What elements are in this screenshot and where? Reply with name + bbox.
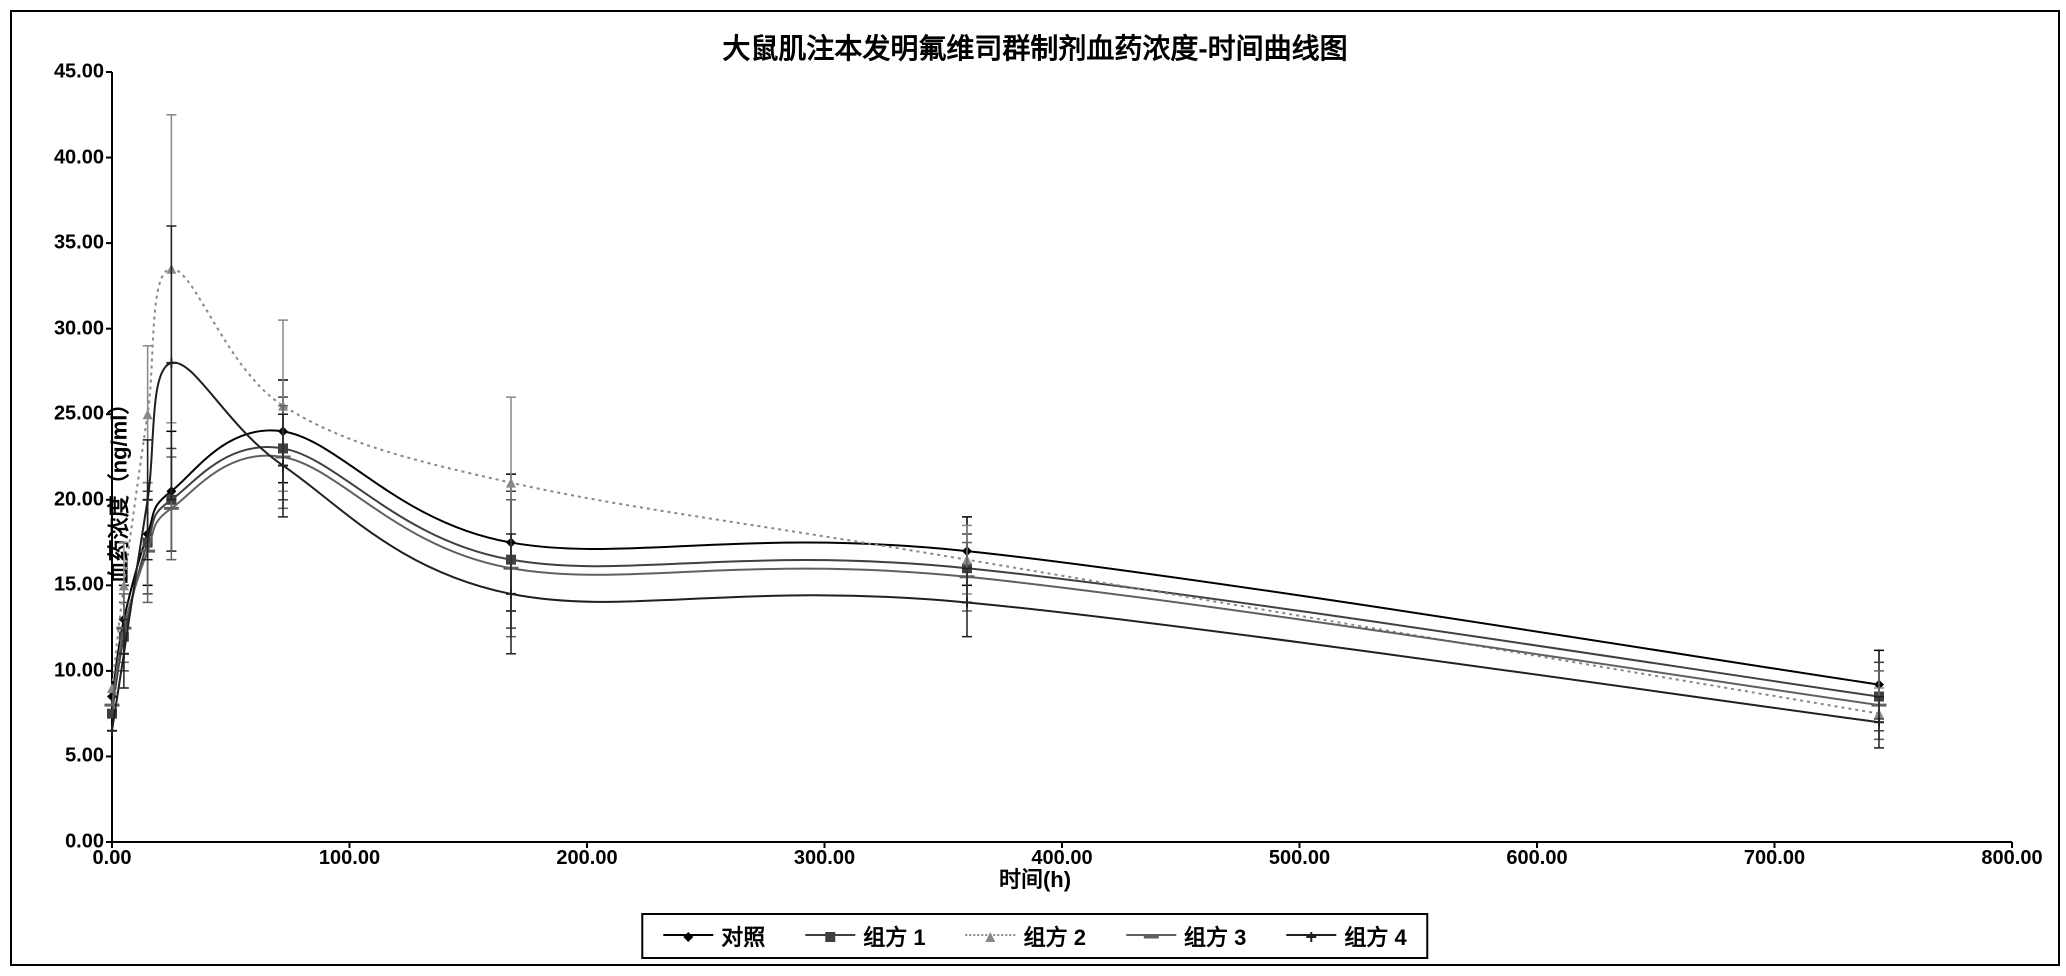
x-tick-label: 200.00 (556, 842, 617, 870)
y-tick-label: 10.00 (54, 659, 112, 682)
y-tick-label: 5.00 (65, 745, 112, 768)
legend-marker (1126, 934, 1176, 938)
legend-label: 组方 3 (1184, 920, 1246, 952)
x-axis-label: 时间(h) (999, 862, 1071, 894)
legend-marker (663, 934, 713, 938)
y-tick-label: 40.00 (54, 146, 112, 169)
x-tick-label: 700.00 (1744, 842, 1805, 870)
y-tick-label: 15.00 (54, 574, 112, 597)
legend: 对照 组方 1 组方 2 组方 3 组方 4 (641, 913, 1428, 959)
legend-item: 组方 2 (966, 920, 1086, 952)
x-tick-label: 600.00 (1506, 842, 1567, 870)
y-tick-label: 20.00 (54, 488, 112, 511)
legend-marker (805, 934, 855, 938)
x-tick-label: 800.00 (1981, 842, 2042, 870)
chart-title: 大鼠肌注本发明氟维司群制剂血药浓度-时间曲线图 (722, 27, 1347, 67)
legend-item: 组方 3 (1126, 920, 1246, 952)
y-tick-label: 25.00 (54, 403, 112, 426)
plot-area: 0.005.0010.0015.0020.0025.0030.0035.0040… (112, 72, 2012, 842)
x-tick-label: 300.00 (794, 842, 855, 870)
x-tick-label: 0.00 (93, 842, 132, 870)
y-tick-label: 35.00 (54, 232, 112, 255)
legend-label: 组方 1 (863, 920, 925, 952)
chart-container: 大鼠肌注本发明氟维司群制剂血药浓度-时间曲线图 血药浓度（ng/ml） 0.00… (10, 10, 2060, 966)
x-tick-label: 100.00 (319, 842, 380, 870)
legend-item: 组方 1 (805, 920, 925, 952)
legend-marker (1286, 934, 1336, 938)
legend-marker (966, 934, 1016, 938)
y-tick-label: 30.00 (54, 317, 112, 340)
legend-label: 组方 2 (1024, 920, 1086, 952)
legend-item: 对照 (663, 920, 765, 952)
y-tick-label: 45.00 (54, 61, 112, 84)
legend-label: 组方 4 (1344, 920, 1406, 952)
x-tick-label: 500.00 (1269, 842, 1330, 870)
plot-svg (112, 72, 2012, 842)
legend-item: 组方 4 (1286, 920, 1406, 952)
legend-label: 对照 (721, 920, 765, 952)
